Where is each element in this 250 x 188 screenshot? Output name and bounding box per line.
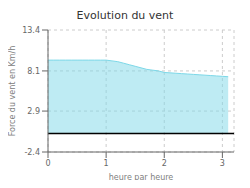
svg-text:3: 3 (220, 159, 225, 168)
svg-text:heure par heure: heure par heure (109, 173, 174, 180)
html-text:Evolution du vent: Evolution du vent (76, 9, 174, 22)
svg-text:13.4: 13.4 (22, 26, 40, 35)
svg-text:-2.4: -2.4 (24, 148, 40, 157)
svg-text:0: 0 (45, 159, 50, 168)
svg-text:8.1: 8.1 (27, 67, 40, 76)
svg-text:Force du vent en Km/h: Force du vent en Km/h (8, 46, 17, 137)
svg-text:1: 1 (104, 159, 109, 168)
svg-text:2.9: 2.9 (27, 107, 40, 116)
svg-text:2: 2 (162, 159, 167, 168)
